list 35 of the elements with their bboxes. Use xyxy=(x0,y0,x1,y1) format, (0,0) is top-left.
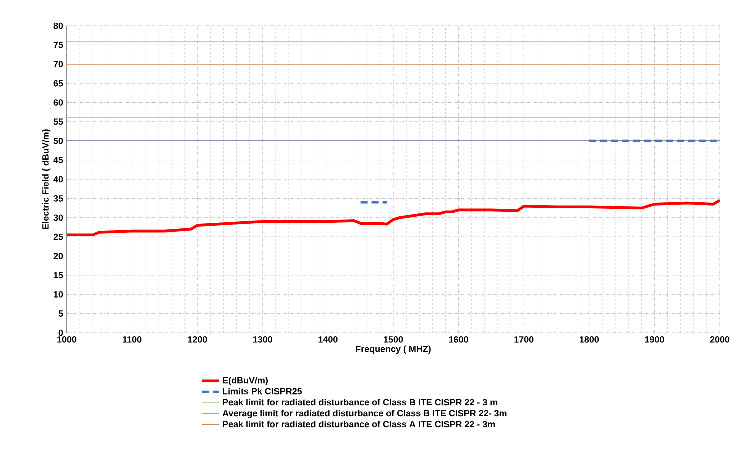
x-tick-label: 1100 xyxy=(123,336,142,343)
legend-label: Average limit for radiated disturbance of Class B ITE CISPR 22- 3m xyxy=(222,410,507,418)
x-tick-label: 1300 xyxy=(253,336,273,343)
x-tick-label: 2000 xyxy=(710,336,730,343)
y-tick-label: 0 xyxy=(58,330,64,336)
x-tick-label: 1600 xyxy=(449,336,468,343)
legend-label: Peak limit for radiated disturbance of Class A ITE CISPR 22 - 3m xyxy=(223,421,496,428)
x-tick-label: 1700 xyxy=(514,336,534,343)
y-tick-label: 40 xyxy=(54,176,64,183)
y-tick-label: 60 xyxy=(54,100,64,106)
y-tick-label: 30 xyxy=(54,214,64,222)
legend-label: Limits Pk CISPR25 xyxy=(223,388,302,395)
y-tick-label: 5 xyxy=(58,310,64,317)
y-tick-label: 65 xyxy=(54,80,64,87)
x-tick-label: 1800 xyxy=(580,336,600,343)
y-tick-label: 70 xyxy=(54,61,64,68)
x-tick-label: 1500 xyxy=(384,336,404,343)
y-tick-label: 10 xyxy=(54,291,64,298)
y-tick-label: 75 xyxy=(54,42,64,48)
x-tick-label: 1000 xyxy=(58,336,77,343)
y-tick-label: 55 xyxy=(54,118,64,126)
x-tick-label: 1400 xyxy=(318,336,338,343)
x-tick-label: 1900 xyxy=(645,336,664,343)
y-tick-label: 15 xyxy=(54,272,64,279)
y-tick-label: 50 xyxy=(54,138,64,144)
x-axis-title: Frequency ( MHZ) xyxy=(356,346,431,354)
x-tick-label: 1200 xyxy=(188,336,208,343)
y-tick-label: 35 xyxy=(54,196,64,202)
y-tick-label: 25 xyxy=(54,234,64,240)
y-tick-label: 80 xyxy=(54,22,64,30)
legend-label: Peak limit for radiated disturbance of Class B ITE CISPR 22 - 3 m xyxy=(223,399,498,406)
y-tick-label: 20 xyxy=(54,253,64,260)
y-axis-title: Electric Field ( dBuV/m) xyxy=(42,130,51,230)
legend-label: E(dBuV/m) xyxy=(223,377,268,386)
y-tick-label: 45 xyxy=(54,157,64,164)
